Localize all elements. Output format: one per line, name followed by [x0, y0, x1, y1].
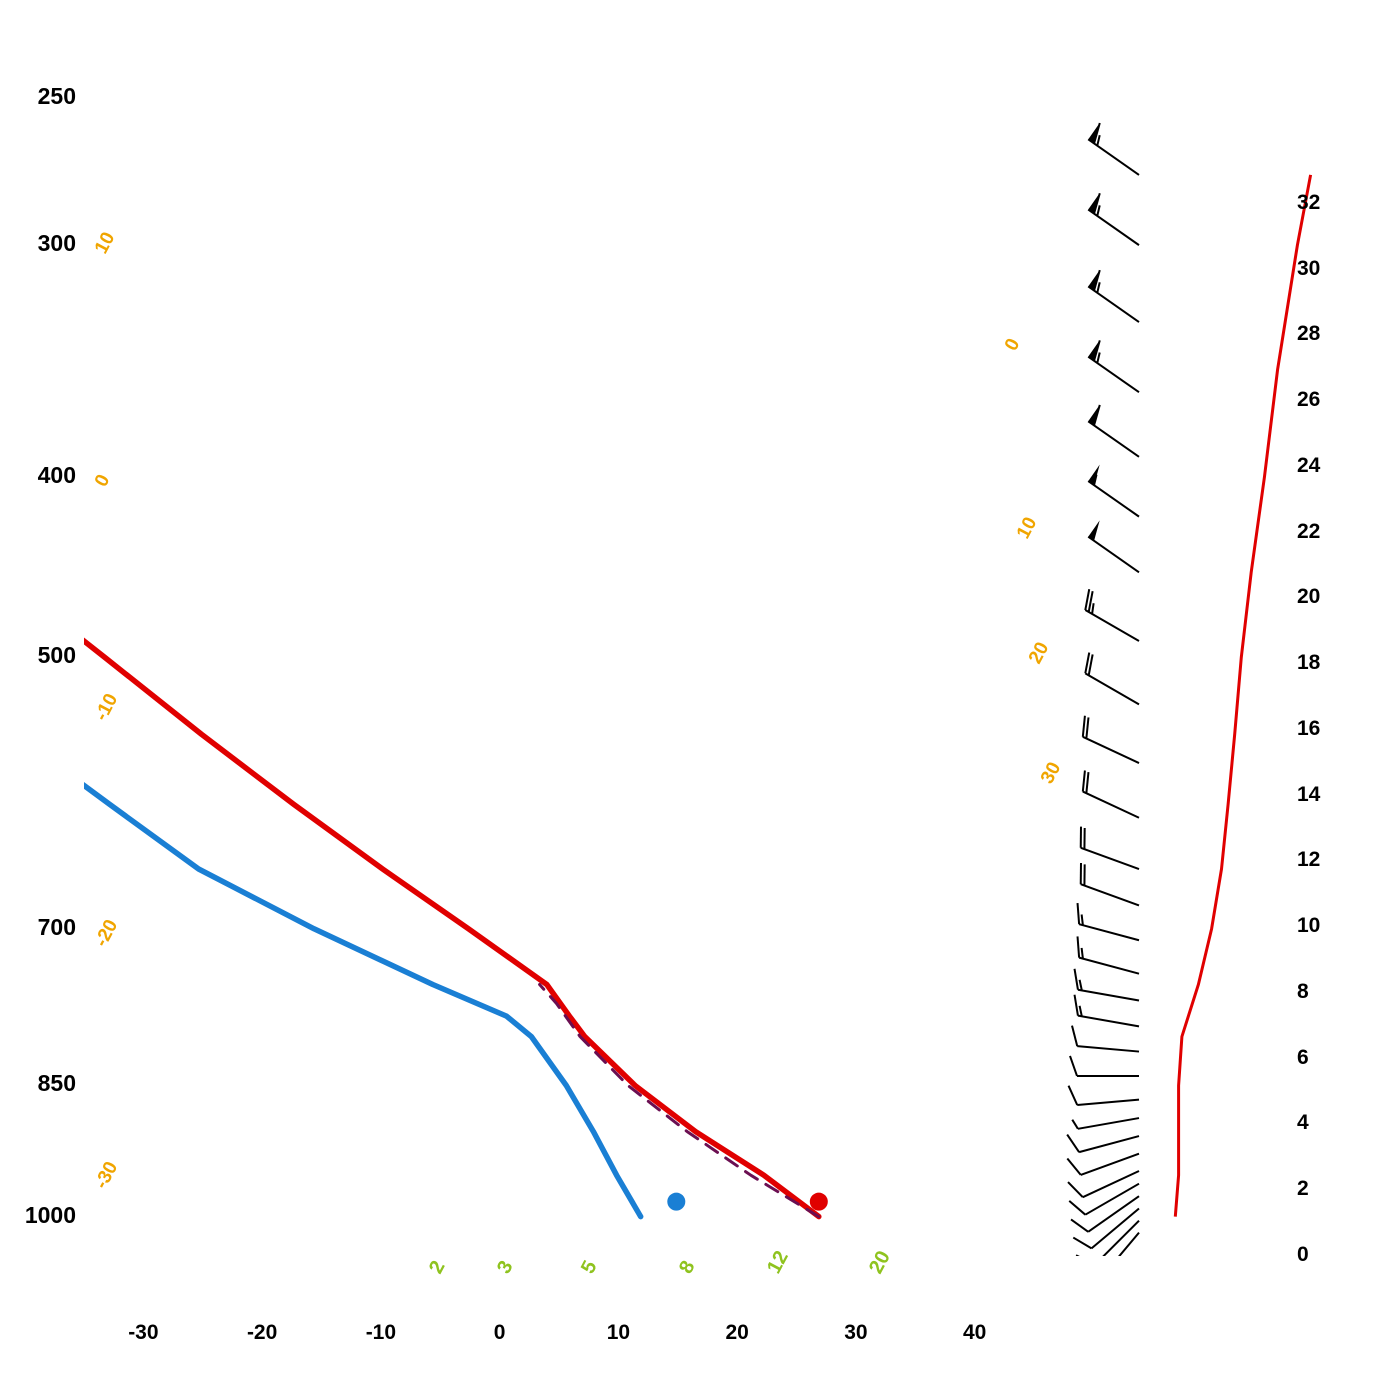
temperature-tick-30: 30 — [844, 1321, 868, 1344]
svg-text:10: 10 — [91, 229, 119, 258]
pressure-tick-700: 700 — [37, 913, 76, 940]
temperature-tick-10: 10 — [606, 1321, 631, 1344]
svg-text:-10: -10 — [91, 690, 122, 724]
wind-barb — [1087, 340, 1140, 394]
wind-barb — [1072, 1207, 1140, 1250]
temperature-tick--10: -10 — [365, 1321, 397, 1344]
wind-barb — [1081, 715, 1140, 764]
grid-line-labels: 10 0 -10 -20 -30 0 10 20 30 2 3 5 8 12 20 — [91, 229, 1065, 1278]
svg-text:8: 8 — [675, 1257, 700, 1277]
height-tick-32: 32 — [1297, 190, 1321, 214]
pressure-tick-400: 400 — [37, 462, 76, 489]
height-tick-20: 20 — [1297, 585, 1321, 609]
height-tick-18: 18 — [1297, 651, 1321, 675]
wind-barb — [1079, 826, 1140, 870]
svg-text:12: 12 — [763, 1247, 793, 1277]
wind-barb — [1073, 968, 1140, 1002]
height-tick-8: 8 — [1297, 979, 1309, 1003]
sounding-curves — [84, 637, 828, 1220]
height-tick-28: 28 — [1297, 322, 1321, 346]
wind-barb — [1084, 652, 1140, 706]
svg-text:3: 3 — [493, 1257, 518, 1277]
svg-text:0: 0 — [91, 471, 115, 490]
pressure-tick-850: 850 — [37, 1070, 76, 1097]
pressure-tick-1000: 1000 — [24, 1201, 76, 1228]
svg-text:20: 20 — [1025, 639, 1053, 668]
svg-text:-20: -20 — [91, 916, 122, 950]
wind-barb — [1084, 589, 1140, 642]
surface-dewpoint — [667, 1192, 686, 1211]
height-tick-26: 26 — [1297, 388, 1321, 412]
svg-text:5: 5 — [577, 1257, 602, 1277]
height-tick-6: 6 — [1297, 1045, 1309, 1069]
wind-barb — [1081, 770, 1140, 819]
curve-temperature — [84, 637, 822, 1220]
wind-speed-curve — [1173, 174, 1313, 1217]
height-tick-12: 12 — [1297, 848, 1321, 872]
wind-barb — [1087, 520, 1140, 574]
curve-parcel — [538, 983, 821, 1219]
wind-barb — [1079, 863, 1140, 907]
wind-barb — [1069, 1055, 1139, 1077]
temperature-tick-40: 40 — [962, 1321, 987, 1344]
height-tick-16: 16 — [1297, 716, 1321, 740]
svg-text:30: 30 — [1037, 759, 1065, 788]
wind-barb — [1087, 269, 1140, 323]
wind-barb — [1066, 1134, 1140, 1154]
wind-barb — [1087, 404, 1140, 458]
height-tick-14: 14 — [1297, 782, 1321, 806]
height-tick-30: 30 — [1297, 256, 1321, 280]
svg-text:2: 2 — [425, 1257, 450, 1277]
wind-barb — [1067, 1085, 1140, 1107]
curve-dewpoint — [84, 782, 644, 1220]
wind-barb — [1087, 464, 1140, 518]
height-tick-22: 22 — [1297, 519, 1321, 543]
wind-barb — [1071, 1025, 1140, 1053]
wind-barb — [1087, 122, 1140, 176]
svg-text:-30: -30 — [91, 1158, 122, 1192]
svg-text:10: 10 — [1013, 514, 1041, 543]
temperature-tick-20: 20 — [725, 1321, 749, 1344]
height-tick-2: 2 — [1297, 1177, 1309, 1201]
height-tick-10: 10 — [1297, 914, 1321, 938]
height-tick-0: 0 — [1297, 1243, 1309, 1266]
wind-barb — [1076, 903, 1140, 942]
wind-barb — [1087, 192, 1140, 246]
wind-barb — [1070, 1195, 1140, 1233]
wind-barb — [1075, 1219, 1140, 1256]
svg-text:0: 0 — [1001, 335, 1025, 354]
pressure-tick-500: 500 — [37, 642, 76, 669]
wind-barb — [1068, 1182, 1140, 1216]
temperature-tick-0: 0 — [493, 1321, 506, 1344]
pressure-tick-250: 250 — [37, 83, 76, 109]
wind-barbs — [1066, 122, 1140, 1256]
wind-barb — [1071, 1117, 1140, 1130]
svg-text:20: 20 — [865, 1247, 895, 1277]
wind-barb — [1076, 936, 1140, 975]
wind-barb — [1066, 1152, 1140, 1176]
temperature-tick--30: -30 — [128, 1321, 159, 1344]
temperature-tick--20: -20 — [246, 1321, 278, 1344]
wind-barb — [1118, 1231, 1140, 1256]
wind-barb — [1073, 994, 1140, 1028]
pressure-tick-300: 300 — [37, 230, 76, 257]
wind-speed-profile — [1173, 174, 1313, 1217]
height-tick-4: 4 — [1297, 1111, 1309, 1135]
wind-barb — [1067, 1170, 1140, 1199]
surface-temperature — [809, 1192, 828, 1211]
height-tick-24: 24 — [1297, 453, 1321, 477]
